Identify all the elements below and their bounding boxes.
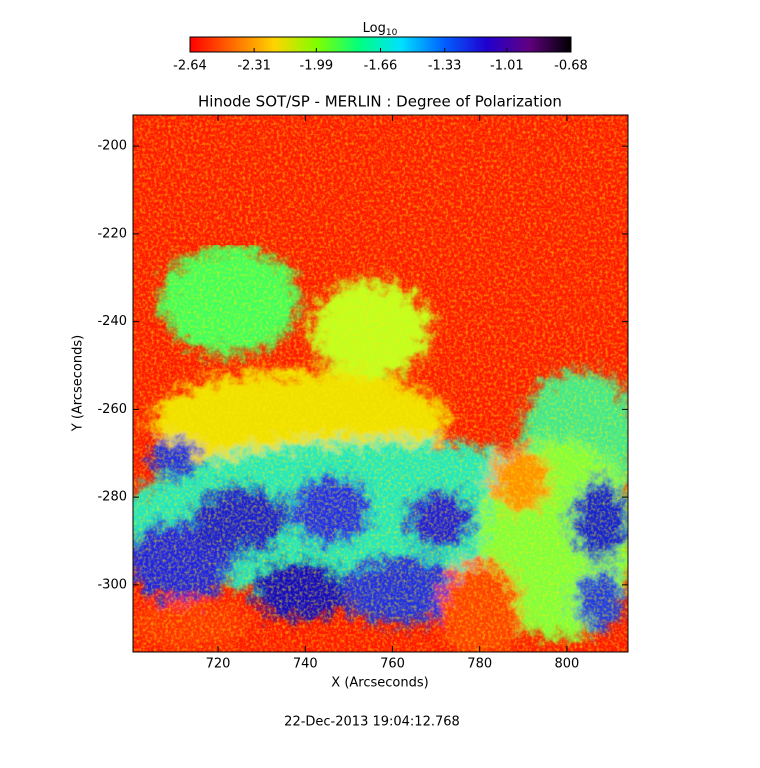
y-tick-label: -280 xyxy=(97,490,127,505)
colorbar-tick-label: -1.01 xyxy=(490,59,524,74)
y-tick-label: -200 xyxy=(97,139,127,154)
colorbar-tick-label: -1.66 xyxy=(364,59,398,74)
heatmap-image xyxy=(133,115,628,652)
x-tick-label: 740 xyxy=(293,657,318,672)
colorbar-tick-label: -1.33 xyxy=(428,59,462,74)
colorbar-tick-label: -1.99 xyxy=(300,59,334,74)
x-tick-label: 720 xyxy=(206,657,231,672)
y-tick-label: -260 xyxy=(97,402,127,417)
colorbar-title-subscript: 10 xyxy=(386,28,398,38)
chart-title: Hinode SOT/SP - MERLIN : Degree of Polar… xyxy=(198,93,562,111)
y-tick-label: -220 xyxy=(97,226,127,241)
x-tick-label: 760 xyxy=(380,657,405,672)
x-tick-label: 800 xyxy=(555,657,580,672)
y-tick-label: -300 xyxy=(97,577,127,592)
colorbar-tick-label: -2.64 xyxy=(173,59,207,74)
footer: 22-Dec-2013 19:04:12.768 xyxy=(284,715,460,730)
colorbar-tick-label: -0.68 xyxy=(554,59,588,74)
colorbar-title: Log10 xyxy=(363,21,398,38)
y-tick-label: -240 xyxy=(97,314,127,329)
x-axis-label: X (Arcseconds) xyxy=(331,676,428,691)
colorbar-title-text: Log xyxy=(363,21,386,36)
y-axis-label: Y (Arcseconds) xyxy=(71,335,86,432)
colorbar-tick-label: -2.31 xyxy=(237,59,271,74)
x-tick-label: 780 xyxy=(467,657,492,672)
plot-frame xyxy=(132,114,629,653)
